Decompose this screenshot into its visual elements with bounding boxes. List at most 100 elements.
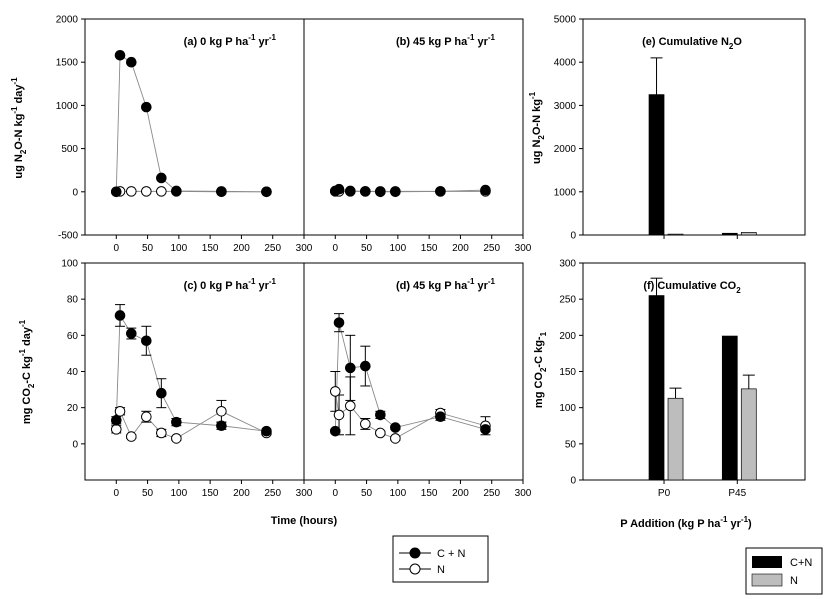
x-tick-label-a: 200 (233, 243, 250, 254)
xlabel-p-addition: P Addition (kg P ha-1 yr-1) (620, 515, 752, 530)
panel-frame-e (582, 18, 806, 236)
panel-d: 0 50 100 150 200 250 300 (d) 45 kg P ha-1 yr-1 (303, 262, 532, 499)
x-tick-label-b: 100 (390, 243, 407, 254)
data-point-c-cn (141, 335, 152, 347)
data-point-c-n (126, 431, 137, 442)
data-point-d-n (390, 433, 401, 444)
y-tick-label-e: 4000 (554, 58, 577, 69)
x-tick-label-a: 300 (296, 243, 313, 254)
bar-legend-swatch-cn (752, 556, 782, 568)
data-point-c-cn (261, 425, 272, 437)
y-tick-label-a: 1000 (56, 101, 79, 112)
data-point-a-n (156, 186, 167, 197)
y-tick-label-c: 80 (67, 295, 79, 306)
y-tick-label-c: 60 (67, 331, 79, 342)
x-tick-label-c: 150 (202, 488, 219, 499)
data-point-a-cn (114, 49, 126, 61)
data-point-c-n (216, 405, 227, 417)
data-point-d-cn (345, 362, 356, 374)
data-point-b-cn (435, 186, 446, 197)
time-legend-label-cn: C + N (437, 548, 465, 560)
y-tick-label-e: 0 (570, 231, 576, 242)
bar-legend-label-cn: C+N (790, 557, 812, 569)
data-point-c-cn (114, 310, 126, 321)
ylabel-co2-cumulative: mg CO2-C kg-1 (533, 331, 548, 408)
x-tick-label-b: 150 (421, 243, 438, 254)
data-point-a-cn (141, 101, 152, 113)
x-tick-label-d: 250 (483, 488, 500, 499)
data-point-a-cn (156, 172, 167, 184)
time-legend: C + N N (392, 535, 489, 583)
y-tick-label-c: 20 (67, 403, 79, 414)
y-tick-label-f: 150 (559, 367, 576, 378)
bar-e-P0-cn (648, 94, 665, 236)
y-tick-label-a: 2000 (56, 15, 79, 26)
x-tick-label-b: 0 (333, 243, 339, 254)
data-point-a-n (126, 186, 137, 197)
panel-title-d: (d) 45 kg P ha-1 yr-1 (396, 277, 496, 292)
panel-title-c: (c) 0 kg P ha-1 yr-1 (184, 277, 277, 292)
panel-c: 0 50 100 150 200 250 300 0 20 40 60 80 100 (c) 0 kg P… (61, 259, 312, 500)
data-point-c-n (114, 405, 126, 417)
panel-b: 0 50 100 150 200 250 300 (b) 45 kg P ha-1 yr-1 (303, 18, 532, 254)
data-point-a-cn (216, 186, 227, 197)
y-tick-label-a: 1500 (56, 58, 79, 69)
y-tick-label-c: 0 (72, 439, 78, 450)
x-tick-label-d: 50 (361, 488, 373, 499)
category-label-f: P45 (728, 488, 746, 499)
data-point-a-cn (261, 186, 272, 198)
y-tick-label-a: -500 (58, 231, 78, 242)
x-tick-label-b: 50 (361, 243, 373, 254)
y-tick-label-a: 500 (61, 144, 78, 155)
data-point-d-cn (360, 360, 371, 372)
x-tick-label-a: 50 (142, 243, 154, 254)
ylabel-n2o-rate: ug N2O-N kg-1 day-1 (10, 77, 28, 179)
data-point-d-cn (435, 411, 446, 423)
bar-legend: C+N N (745, 547, 823, 595)
x-tick-label-b: 250 (483, 243, 500, 254)
x-tick-label-a: 250 (264, 243, 281, 254)
ylabel-n2o-cumulative: ug N2O-N kg-1 (528, 91, 546, 164)
x-tick-label-d: 150 (421, 488, 438, 499)
panel-title-e: (e) Cumulative N2O (642, 36, 742, 51)
panel-title-f: (f) Cumulative CO2 (643, 280, 741, 295)
ylabel-co2-rate: mg CO2-C kg-1 day-1 (18, 319, 36, 424)
x-tick-label-d: 0 (333, 488, 339, 499)
data-point-b-cn (345, 185, 356, 197)
y-tick-label-f: 0 (570, 476, 576, 487)
bar-f-P0-n (667, 397, 684, 481)
data-point-a-cn (126, 56, 137, 68)
panel-e: 0 1000 2000 3000 4000 5000 (e) Cumulative N2O (554, 15, 806, 242)
data-point-d-cn (480, 424, 491, 435)
panel-title-b: (b) 45 kg P ha-1 yr-1 (396, 33, 496, 48)
panel-frame-d (303, 262, 524, 481)
time-legend-marker-cn (409, 547, 421, 559)
x-tick-label-a: 100 (171, 243, 188, 254)
bar-f-P0-cn (648, 295, 665, 481)
y-tick-label-a: 0 (72, 187, 78, 198)
x-tick-label-a: 0 (114, 243, 120, 254)
data-point-c-cn (110, 415, 122, 426)
data-point-c-n (141, 411, 152, 423)
bar-legend-label-n: N (790, 575, 798, 587)
data-point-d-n (333, 409, 345, 421)
series-line-d-0 (334, 322, 486, 432)
x-tick-label-b: 200 (452, 243, 469, 254)
y-tick-label-f: 250 (559, 295, 576, 306)
y-tick-label-c: 100 (61, 259, 78, 270)
x-tick-label-c: 200 (233, 488, 250, 499)
series-line-c-1 (115, 409, 267, 439)
y-tick-label-f: 100 (559, 403, 576, 414)
panel-frame-b (303, 18, 524, 236)
x-tick-label-c: 0 (114, 488, 120, 499)
y-tick-label-e: 3000 (554, 101, 577, 112)
data-point-d-n (345, 400, 356, 412)
y-tick-label-c: 40 (67, 367, 79, 378)
x-tick-label-c: 50 (142, 488, 154, 499)
data-point-b-cn (375, 186, 386, 198)
panel-frame-f (582, 262, 806, 481)
data-point-c-cn (216, 420, 227, 432)
data-point-d-cn (329, 425, 341, 437)
data-point-a-cn (171, 185, 182, 197)
